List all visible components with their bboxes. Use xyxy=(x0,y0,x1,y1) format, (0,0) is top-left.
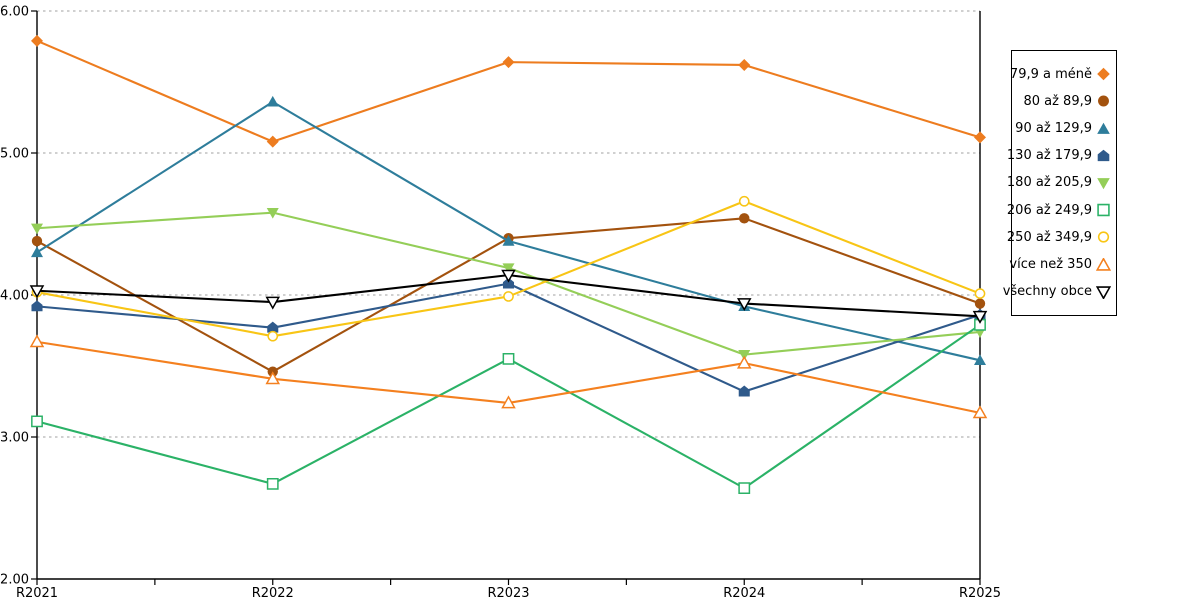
data-point xyxy=(31,223,43,235)
data-point xyxy=(502,263,515,275)
legend-item: 206 až 249,9 xyxy=(1007,203,1116,217)
legend-item: 79,9 a méně xyxy=(1009,66,1116,82)
data-point xyxy=(501,395,516,409)
legend-item: 180 až 205,9 xyxy=(1007,176,1116,190)
x-tick-label: R2022 xyxy=(252,586,294,600)
legend-item: 130 až 179,9 xyxy=(1007,149,1116,163)
series-6 xyxy=(31,318,986,495)
legend-label: všechny obce xyxy=(1002,284,1092,300)
legend-item: 90 až 129,9 xyxy=(1012,122,1116,136)
legend-label: 80 až 89,9 xyxy=(1023,93,1092,109)
data-point xyxy=(503,291,514,302)
triangle-up-marker-icon xyxy=(1096,257,1111,271)
triangle-down-marker-icon xyxy=(1096,285,1111,299)
series-9 xyxy=(29,269,988,324)
data-point xyxy=(31,34,43,47)
y-tick-label: 5.00 xyxy=(0,147,29,162)
legend-label: 180 až 205,9 xyxy=(1006,175,1092,191)
legend-item: všechny obce xyxy=(1003,285,1116,299)
data-point xyxy=(267,330,279,342)
data-point xyxy=(738,58,751,71)
data-point xyxy=(266,95,279,107)
data-point xyxy=(972,310,988,324)
diamond-marker-icon xyxy=(1097,67,1110,81)
data-point xyxy=(266,207,279,219)
series-line xyxy=(35,39,982,143)
pentagon-marker-icon xyxy=(1097,149,1110,161)
x-tick-label: R2023 xyxy=(487,586,529,600)
data-point xyxy=(29,285,45,299)
circle-marker-icon xyxy=(1098,95,1109,107)
data-point xyxy=(974,288,986,299)
series-line xyxy=(35,100,982,362)
legend: 79,9 a méně 80 až 89,9 90 až 129,9 130 až 1… xyxy=(1003,50,1117,316)
data-point xyxy=(974,131,986,144)
data-point xyxy=(974,298,986,309)
data-point xyxy=(31,415,43,428)
legend-label: 130 až 179,9 xyxy=(1006,148,1092,164)
data-point xyxy=(265,371,281,385)
y-tick-label: 3.00 xyxy=(0,431,29,446)
data-point xyxy=(736,355,752,369)
data-point xyxy=(974,354,986,365)
legend-label: 79,9 a méně xyxy=(1009,66,1092,82)
triangle-up-marker-icon xyxy=(1097,122,1110,134)
data-point xyxy=(29,334,45,348)
data-point xyxy=(736,298,752,312)
y-tick-label: 6.00 xyxy=(0,5,29,20)
data-point xyxy=(502,235,515,246)
data-point xyxy=(266,135,279,148)
x-tick-label: R2025 xyxy=(959,586,1001,600)
data-point xyxy=(31,246,43,258)
data-point xyxy=(265,296,281,310)
legend-item: 80 až 89,9 xyxy=(1012,94,1116,108)
data-point xyxy=(31,235,43,247)
data-point xyxy=(501,269,516,283)
data-point xyxy=(738,195,750,207)
data-point xyxy=(738,349,751,361)
legend-label: 250 až 349,9 xyxy=(1006,229,1092,245)
data-point xyxy=(266,477,279,490)
x-tick-label: R2021 xyxy=(16,586,58,600)
legend-item: více než 350 xyxy=(1009,257,1116,272)
data-point xyxy=(267,321,279,333)
y-tick-label: 2.00 xyxy=(0,573,29,588)
legend-item: 250 až 349,9 xyxy=(1007,230,1116,244)
legend-label: 90 až 129,9 xyxy=(1015,121,1092,137)
legend-label: 206 až 249,9 xyxy=(1006,202,1092,218)
data-point xyxy=(502,352,515,365)
triangle-down-marker-icon xyxy=(1097,178,1110,190)
series-7 xyxy=(31,195,986,342)
legend-label: více než 350 xyxy=(1009,257,1092,272)
series-8 xyxy=(29,334,988,419)
data-point xyxy=(972,405,988,419)
series-3 xyxy=(31,95,986,365)
y-tick-label: 4.00 xyxy=(0,289,29,304)
data-point xyxy=(502,56,515,69)
data-point xyxy=(31,300,43,312)
series-1 xyxy=(31,34,986,148)
data-point xyxy=(502,277,515,289)
square-marker-icon xyxy=(1097,203,1110,217)
data-point xyxy=(739,213,750,224)
data-point xyxy=(738,385,750,397)
circle-marker-icon xyxy=(1097,231,1110,243)
data-point xyxy=(738,482,751,495)
x-tick-label: R2024 xyxy=(723,586,765,600)
